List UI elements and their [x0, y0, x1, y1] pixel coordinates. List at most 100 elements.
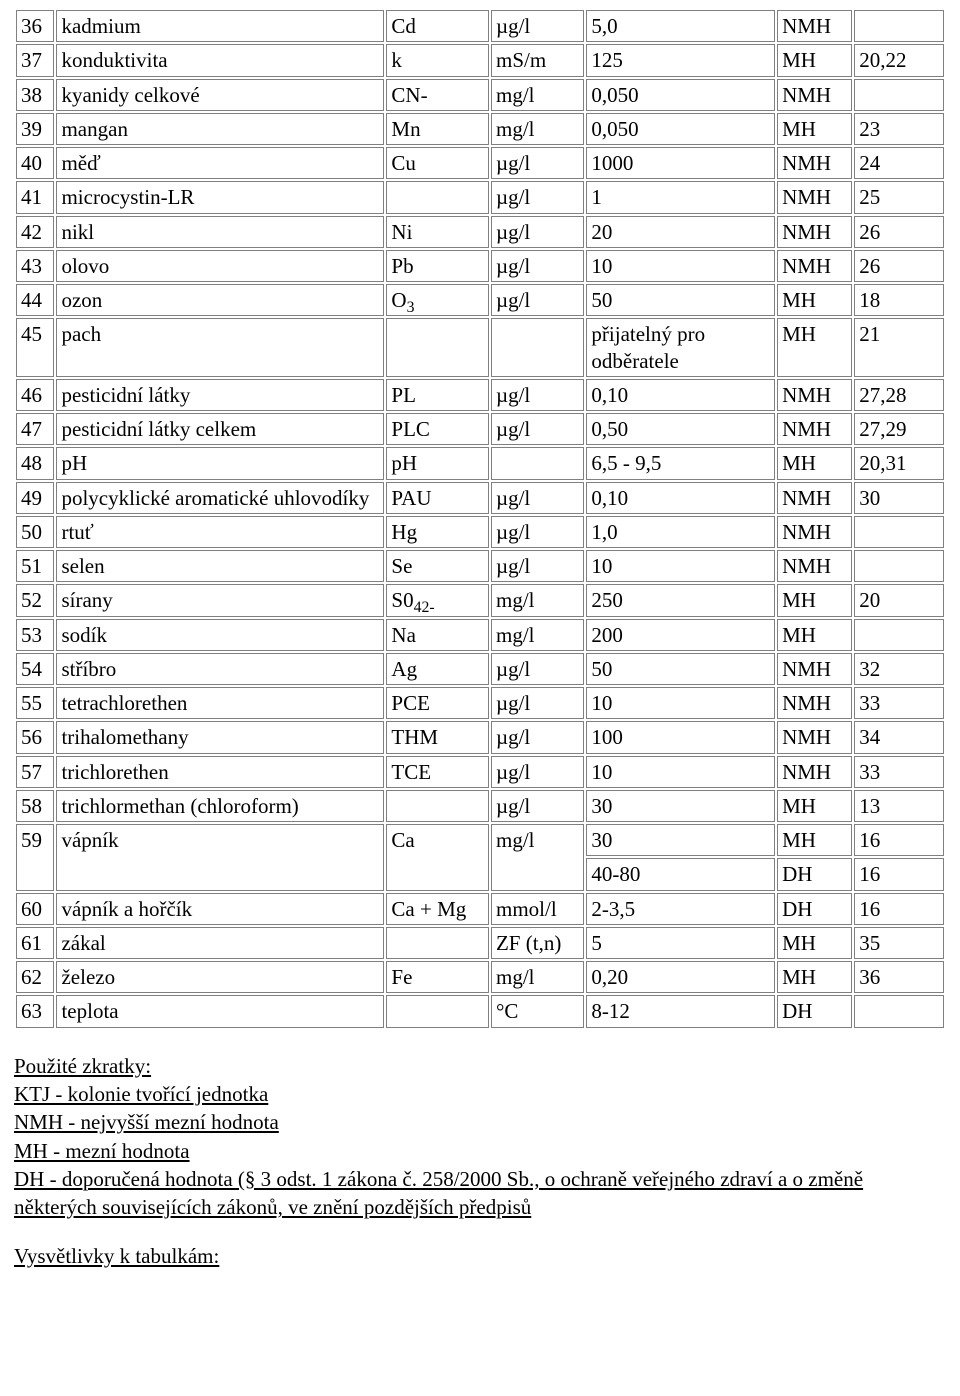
table-cell: 36 — [854, 961, 944, 993]
table-cell: MH — [777, 447, 852, 479]
table-cell: 24 — [854, 147, 944, 179]
table-cell: teplota — [56, 995, 384, 1027]
table-row: 42niklNiµg/l20NMH26 — [16, 216, 944, 248]
table-cell: 55 — [16, 687, 54, 719]
table-cell: µg/l — [491, 147, 584, 179]
table-cell: 5 — [586, 927, 775, 959]
table-cell: 59 — [16, 824, 54, 891]
table-row: 43olovoPbµg/l10NMH26 — [16, 250, 944, 282]
table-cell: DH — [777, 893, 852, 925]
table-cell: stříbro — [56, 653, 384, 685]
table-cell: 1,0 — [586, 516, 775, 548]
table-cell: 0,050 — [586, 113, 775, 145]
table-cell: 30 — [586, 790, 775, 822]
table-cell: 39 — [16, 113, 54, 145]
table-cell: polycyklické aromatické uhlovodíky — [56, 482, 384, 514]
table-cell: 56 — [16, 721, 54, 753]
table-row: 48pHpH6,5 - 9,5MH20,31 — [16, 447, 944, 479]
table-cell: 48 — [16, 447, 54, 479]
table-cell: 10 — [586, 687, 775, 719]
table-cell — [386, 318, 489, 377]
table-cell: 44 — [16, 284, 54, 316]
table-cell — [854, 619, 944, 651]
table-cell: 0,10 — [586, 482, 775, 514]
table-cell: O3 — [386, 284, 489, 316]
table-row: 57trichlorethenTCEµg/l10NMH33 — [16, 756, 944, 788]
table-cell: 0,10 — [586, 379, 775, 411]
table-cell: NMH — [777, 181, 852, 213]
table-cell: 6,5 - 9,5 — [586, 447, 775, 479]
table-cell: µg/l — [491, 284, 584, 316]
table-cell: pH — [386, 447, 489, 479]
table-cell: 50 — [16, 516, 54, 548]
table-cell: S042- — [386, 584, 489, 616]
table-cell: 63 — [16, 995, 54, 1027]
table-cell: NMH — [777, 687, 852, 719]
table-cell: 53 — [16, 619, 54, 651]
table-cell: NMH — [777, 413, 852, 445]
table-row: 61zákalZF (t,n)5MH35 — [16, 927, 944, 959]
table-row: 63teplota°C8-12DH — [16, 995, 944, 1027]
table-cell: 47 — [16, 413, 54, 445]
table-cell: trihalomethany — [56, 721, 384, 753]
table-cell: NMH — [777, 721, 852, 753]
table-cell: 42 — [16, 216, 54, 248]
table-cell: THM — [386, 721, 489, 753]
table-cell: 62 — [16, 961, 54, 993]
table-cell: °C — [491, 995, 584, 1027]
table-cell: 0,050 — [586, 79, 775, 111]
table-row: 51selenSeµg/l10NMH — [16, 550, 944, 582]
table-cell: 30 — [854, 482, 944, 514]
table-cell: MH — [777, 584, 852, 616]
table-cell: 21 — [854, 318, 944, 377]
table-cell: 51 — [16, 550, 54, 582]
abbrev-line: DH - doporučená hodnota (§ 3 odst. 1 zák… — [14, 1167, 863, 1219]
table-cell — [854, 516, 944, 548]
table-cell: NMH — [777, 653, 852, 685]
table-cell: mg/l — [491, 584, 584, 616]
table-cell: NMH — [777, 379, 852, 411]
table-cell: 60 — [16, 893, 54, 925]
table-cell: trichlorethen — [56, 756, 384, 788]
table-cell: 37 — [16, 44, 54, 76]
table-row: 40měďCuµg/l1000NMH24 — [16, 147, 944, 179]
table-cell: µg/l — [491, 413, 584, 445]
table-cell: 250 — [586, 584, 775, 616]
abbrev-line: NMH - nejvyšší mezní hodnota — [14, 1110, 279, 1134]
table-cell: MH — [777, 619, 852, 651]
table-cell: PCE — [386, 687, 489, 719]
table-cell: TCE — [386, 756, 489, 788]
table-cell: 13 — [854, 790, 944, 822]
table-cell: MH — [777, 824, 852, 856]
table-cell: 38 — [16, 79, 54, 111]
table-cell — [386, 995, 489, 1027]
table-cell: 10 — [586, 550, 775, 582]
table-cell: pH — [56, 447, 384, 479]
table-cell: sírany — [56, 584, 384, 616]
table-cell: 32 — [854, 653, 944, 685]
table-cell: MH — [777, 44, 852, 76]
table-cell: CN- — [386, 79, 489, 111]
table-cell: MH — [777, 927, 852, 959]
table-cell: Se — [386, 550, 489, 582]
table-cell: Ca — [386, 824, 489, 891]
table-cell: MH — [777, 113, 852, 145]
table-cell: Fe — [386, 961, 489, 993]
table-cell: 52 — [16, 584, 54, 616]
table-row: 38kyanidy celkovéCN-mg/l0,050NMH — [16, 79, 944, 111]
abbrev-heading: Použité zkratky: — [14, 1054, 151, 1078]
table-cell: 10 — [586, 756, 775, 788]
table-cell: vápník a hořčík — [56, 893, 384, 925]
table-cell: NMH — [777, 79, 852, 111]
table-cell: NMH — [777, 250, 852, 282]
table-cell: 125 — [586, 44, 775, 76]
table-cell: µg/l — [491, 550, 584, 582]
table-cell: µg/l — [491, 379, 584, 411]
table-cell: zákal — [56, 927, 384, 959]
table-cell: 50 — [586, 284, 775, 316]
table-cell: µg/l — [491, 181, 584, 213]
abbrev-line: KTJ - kolonie tvořící jednotka — [14, 1082, 268, 1106]
table-cell: 0,50 — [586, 413, 775, 445]
table-cell: NMH — [777, 550, 852, 582]
table-row: 50rtuťHgµg/l1,0NMH — [16, 516, 944, 548]
